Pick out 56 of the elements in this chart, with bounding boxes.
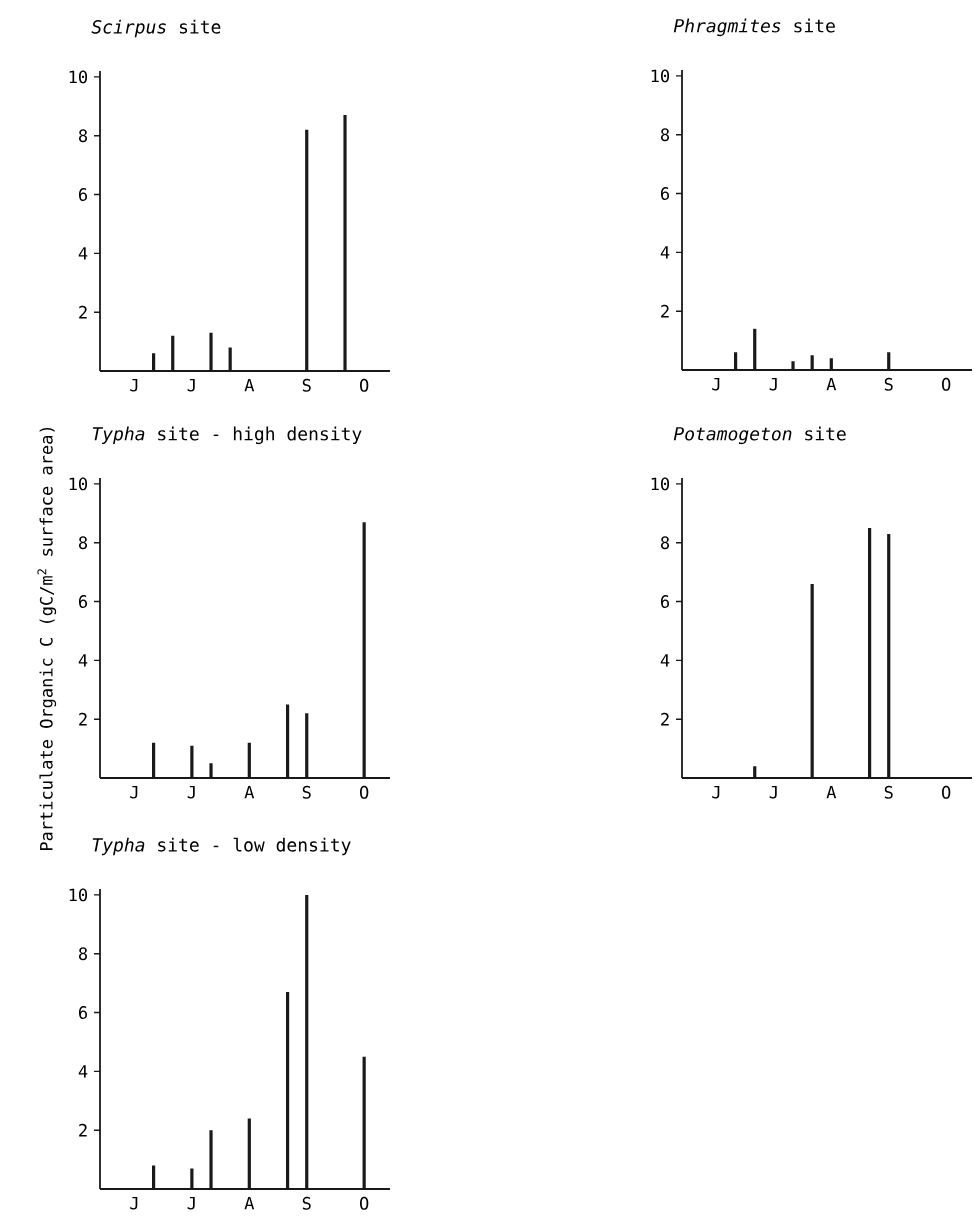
y-tick-label: 10 — [651, 477, 670, 491]
chart-title: Potamogeton site — [673, 426, 846, 445]
x-tick-label: J — [130, 1196, 138, 1210]
chart-title: Scirpus site — [91, 19, 221, 38]
y-tick-label: 2 — [661, 304, 669, 318]
x-tick-label: O — [360, 378, 369, 392]
chart-title: Typha site - high density — [92, 426, 362, 445]
x-tick-label: O — [942, 785, 951, 799]
y-tick-label: 6 — [79, 1006, 88, 1019]
y-tick-label: 6 — [661, 595, 670, 608]
chart-title: Typha site - low density — [92, 837, 351, 856]
y-tick-label: 6 — [79, 188, 88, 201]
x-tick-label: A — [244, 1196, 255, 1210]
y-tick-label: 2 — [79, 305, 87, 319]
x-tick-label: S — [302, 1196, 311, 1210]
x-tick-label: J — [769, 377, 777, 391]
y-tick-label: 2 — [79, 1123, 87, 1137]
x-tick-label: S — [302, 785, 311, 799]
y-tick-label: 4 — [78, 1065, 88, 1078]
x-tick-label: S — [884, 785, 893, 799]
y-tick-label: 2 — [661, 712, 669, 726]
y-tick-label: 8 — [78, 947, 88, 961]
x-tick-label: O — [942, 377, 951, 391]
x-tick-label: J — [130, 785, 138, 799]
x-tick-label: S — [884, 377, 893, 391]
x-tick-label: J — [712, 377, 720, 391]
x-tick-label: A — [244, 785, 255, 799]
x-tick-label: A — [826, 785, 837, 799]
y-tick-label: 8 — [78, 129, 88, 143]
y-tick-label: 8 — [660, 128, 670, 142]
y-tick-label: 10 — [69, 477, 88, 491]
x-tick-label: A — [826, 377, 837, 391]
x-tick-label: J — [769, 785, 777, 799]
y-tick-label: 4 — [660, 246, 670, 259]
y-tick-label: 10 — [69, 70, 88, 84]
x-tick-label: O — [360, 785, 369, 799]
y-tick-label: 2 — [79, 712, 87, 726]
x-tick-label: J — [130, 378, 138, 392]
x-tick-label: A — [244, 378, 255, 392]
chart-title: Phragmites site — [673, 18, 835, 37]
y-tick-label: 4 — [660, 654, 670, 667]
y-tick-label: 10 — [69, 888, 88, 902]
y-axis-title: Particulate Organic C (gC/m$^{2}$ surface area) — [37, 427, 57, 851]
x-tick-label: O — [360, 1196, 369, 1210]
y-tick-label: 4 — [78, 247, 88, 260]
y-tick-label: 10 — [651, 69, 670, 83]
x-tick-label: J — [712, 785, 720, 799]
x-tick-label: S — [302, 378, 311, 392]
y-tick-label: 6 — [79, 595, 88, 608]
y-tick-label: 6 — [661, 187, 670, 200]
x-tick-label: J — [187, 378, 195, 392]
y-tick-label: 8 — [78, 536, 88, 550]
x-tick-label: J — [187, 785, 195, 799]
x-tick-label: J — [187, 1196, 195, 1210]
y-tick-label: 4 — [78, 654, 88, 667]
y-tick-label: 8 — [660, 536, 670, 550]
